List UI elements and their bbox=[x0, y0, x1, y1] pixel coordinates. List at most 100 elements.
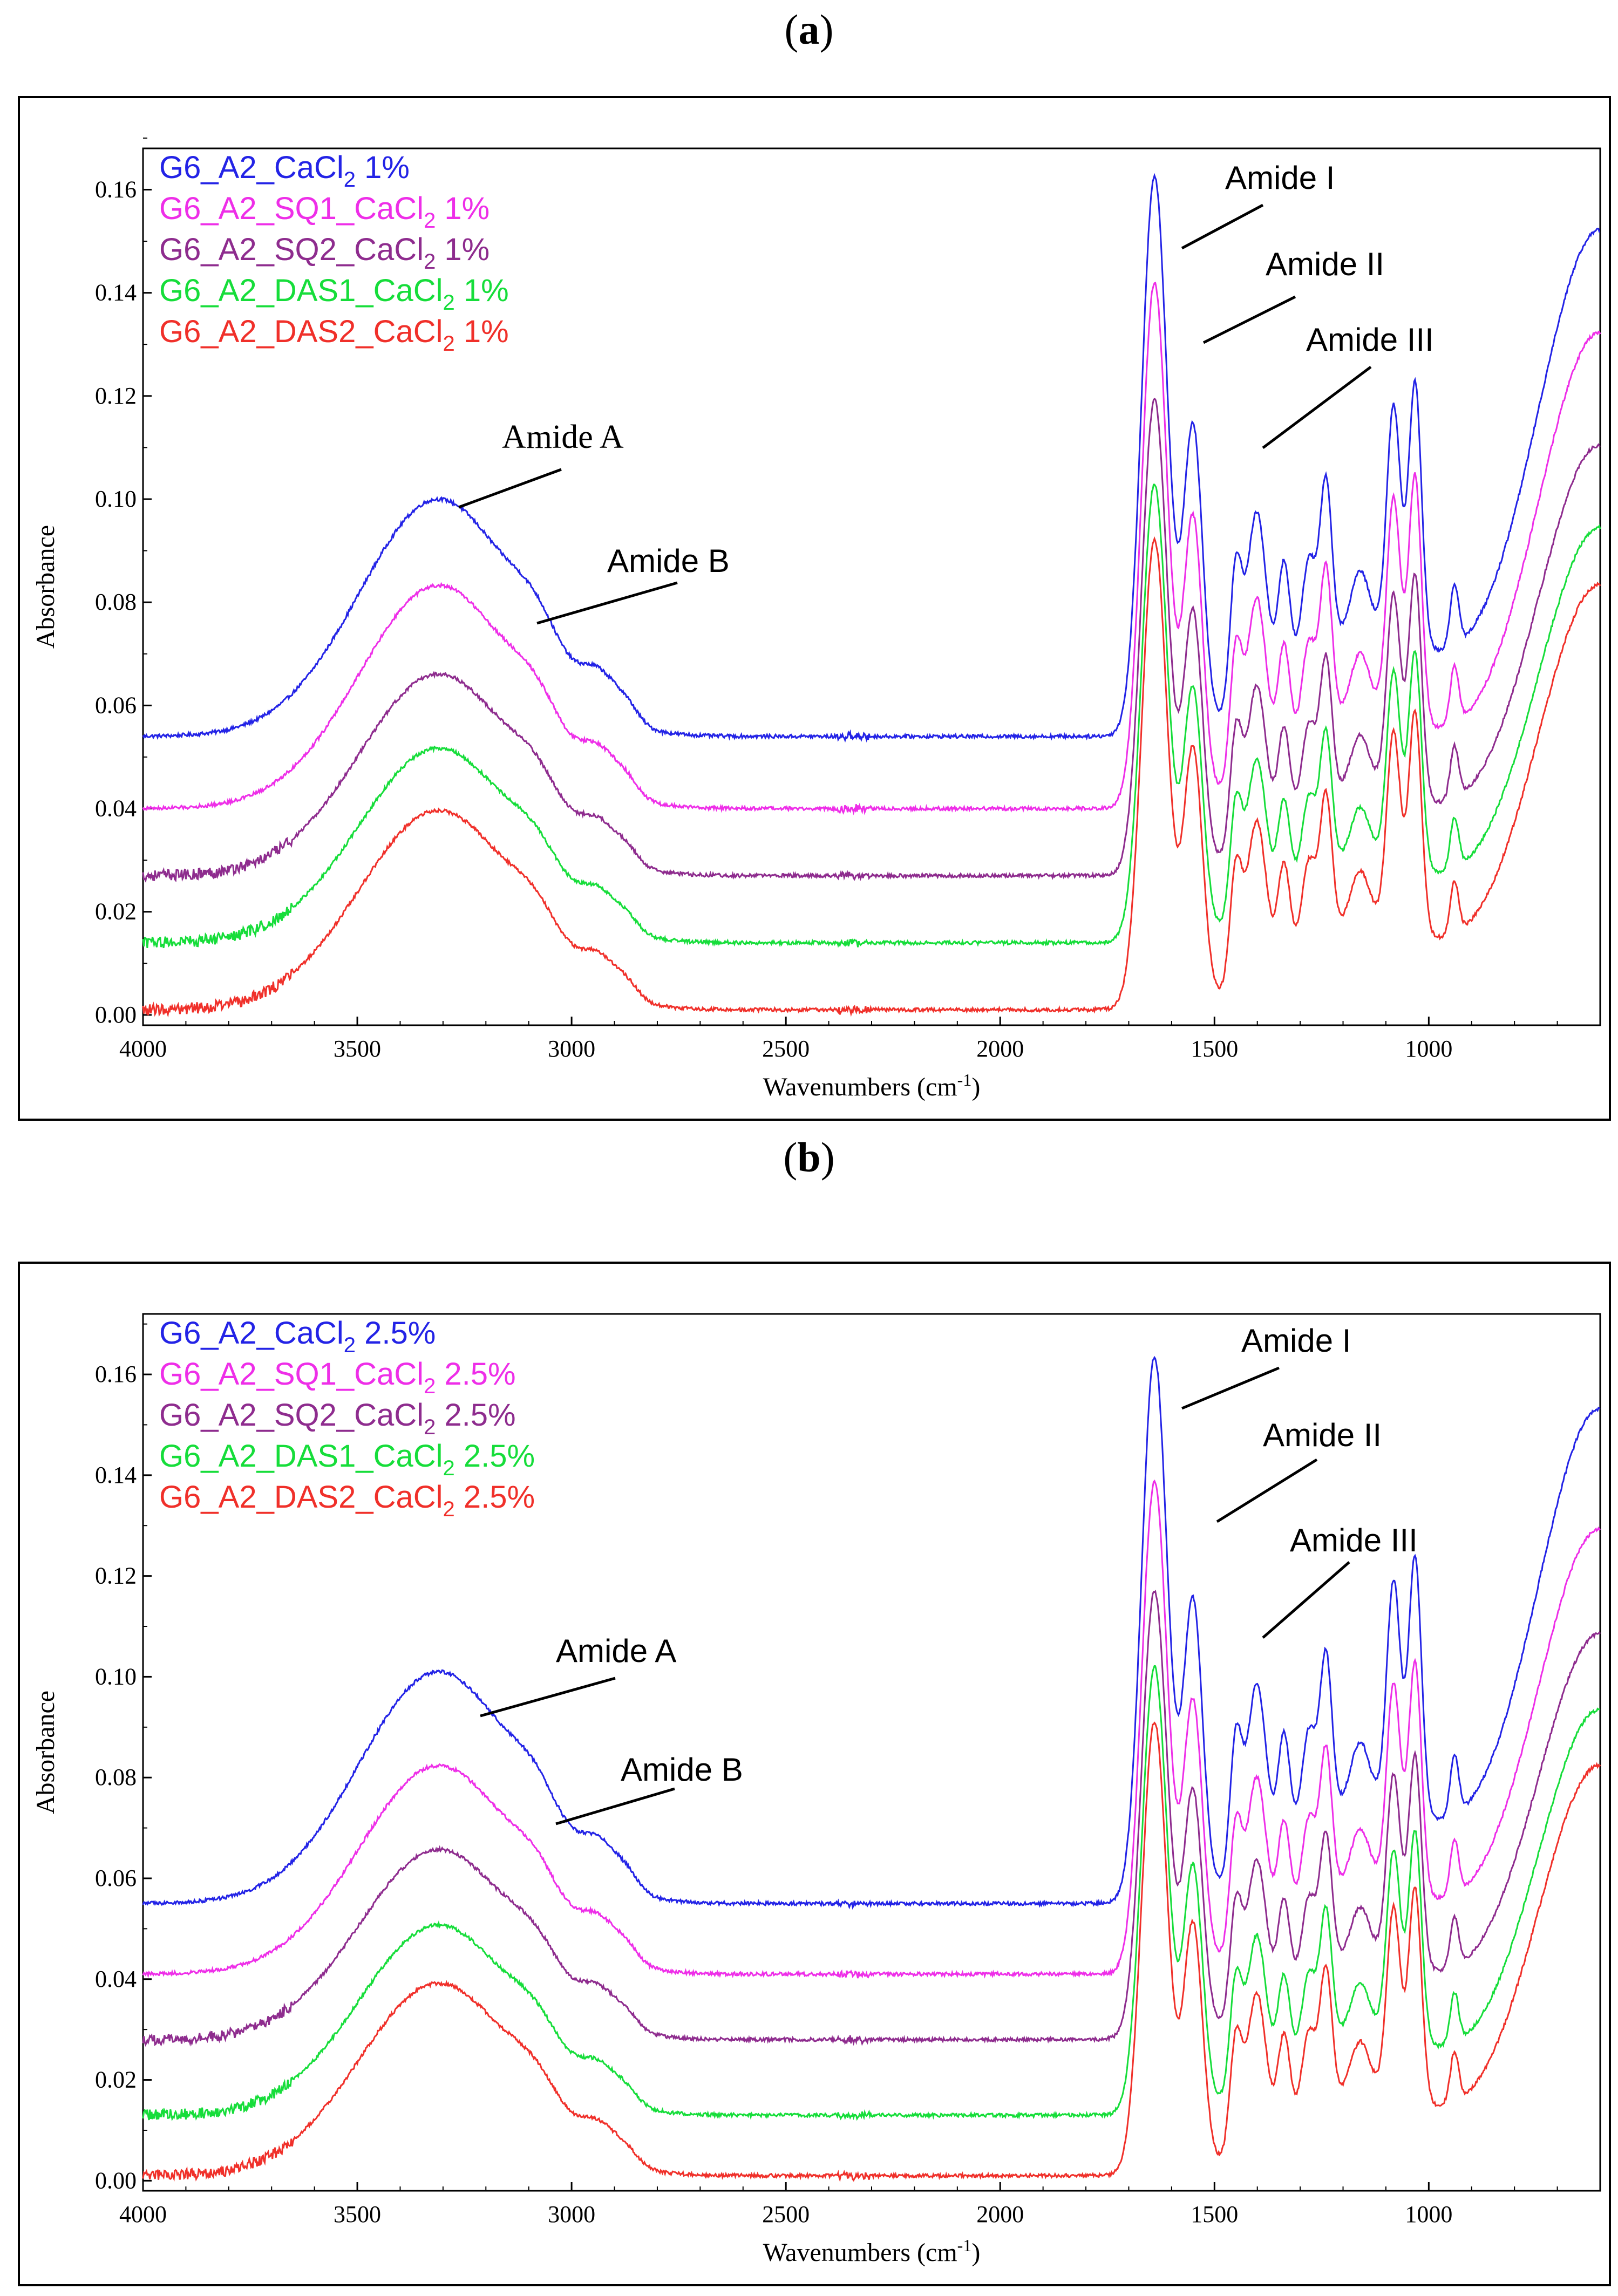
panel-letter-b: b bbox=[797, 1134, 821, 1181]
legend-label-suffix: 2.5% bbox=[455, 1480, 535, 1515]
x-axis-title: Wavenumbers (cm-1) bbox=[763, 1070, 981, 1101]
x-axis-title-sup: -1 bbox=[957, 1070, 972, 1089]
legend-label-sub: 2 bbox=[443, 1497, 455, 1521]
legend-label-suffix: 1% bbox=[455, 314, 509, 349]
y-tick-label: 0.08 bbox=[95, 1764, 137, 1790]
y-tick-label: 0.00 bbox=[95, 2167, 137, 2193]
x-tick-label: 3500 bbox=[334, 2201, 381, 2227]
legend-label-suffix: 2.5% bbox=[436, 1398, 515, 1433]
legend-label-sub: 2 bbox=[424, 1415, 436, 1439]
panel-label-b: (b) bbox=[783, 1134, 835, 1181]
x-tick-label: 1000 bbox=[1405, 2201, 1452, 2227]
legend-entry-4: G6_A2_DAS1_CaCl2 2.5% bbox=[159, 1439, 535, 1480]
legend-label-suffix: 1% bbox=[436, 232, 490, 267]
legend-label-sub: 2 bbox=[424, 209, 436, 233]
legend-label-main: G6_A2_CaCl bbox=[159, 1316, 344, 1351]
y-tick-label: 0.00 bbox=[95, 1001, 137, 1028]
spectrum-line-5 bbox=[142, 536, 1601, 1018]
x-axis-title-close: ) bbox=[971, 2238, 980, 2267]
legend-entry-5: G6_A2_DAS2_CaCl2 1% bbox=[159, 314, 509, 356]
spectrum-line-1 bbox=[142, 1355, 1601, 1910]
y-tick-label: 0.06 bbox=[95, 692, 137, 718]
panel-letter-a: a bbox=[798, 6, 820, 53]
x-tick-label: 2000 bbox=[976, 2201, 1024, 2227]
x-tick-label: 1500 bbox=[1191, 2201, 1238, 2227]
legend-label-sub: 2 bbox=[443, 332, 455, 356]
x-axis-title-sup: -1 bbox=[957, 2236, 972, 2255]
y-tick-label: 0.16 bbox=[95, 176, 137, 202]
legend-label-main: G6_A2_DAS1_CaCl bbox=[159, 273, 443, 308]
x-tick-label: 2500 bbox=[762, 2201, 810, 2227]
legend-entry-1: G6_A2_CaCl2 1% bbox=[159, 150, 410, 192]
annotation-leader-4 bbox=[1202, 295, 1296, 344]
legend-label-sub: 2 bbox=[344, 1333, 356, 1357]
legend-entry-2: G6_A2_SQ1_CaCl2 1% bbox=[159, 191, 490, 233]
legend-label-suffix: 1% bbox=[455, 273, 509, 308]
legend-label-suffix: 2.5% bbox=[356, 1316, 436, 1351]
spectrum-line-3 bbox=[142, 398, 1601, 883]
legend-label-sub: 2 bbox=[344, 168, 356, 192]
annotation-amide-iii: Amide III bbox=[1306, 322, 1434, 358]
y-tick-label: 0.10 bbox=[95, 1663, 137, 1689]
annotation-leader-4 bbox=[1216, 1458, 1318, 1523]
y-tick-label: 0.06 bbox=[95, 1865, 137, 1891]
y-tick-label: 0.14 bbox=[95, 1462, 137, 1488]
annotation-amide-a: Amide A bbox=[556, 1633, 676, 1669]
y-tick-label: 0.04 bbox=[95, 795, 137, 822]
y-tick-label: 0.08 bbox=[95, 589, 137, 615]
y-tick-label: 0.16 bbox=[95, 1361, 137, 1387]
legend-entry-2: G6_A2_SQ1_CaCl2 2.5% bbox=[159, 1357, 516, 1398]
legend-entry-3: G6_A2_SQ2_CaCl2 2.5% bbox=[159, 1398, 516, 1439]
legend-label-suffix: 2.5% bbox=[455, 1439, 535, 1474]
legend-entry-5: G6_A2_DAS2_CaCl2 2.5% bbox=[159, 1480, 535, 1521]
legend-label-main: G6_A2_SQ2_CaCl bbox=[159, 232, 424, 267]
x-tick-label: 4000 bbox=[119, 2201, 167, 2227]
spectrum-line-2 bbox=[142, 282, 1601, 815]
y-tick-label: 0.12 bbox=[95, 1563, 137, 1589]
spectrum-line-4 bbox=[142, 483, 1601, 949]
legend-label-sub: 2 bbox=[424, 1374, 436, 1398]
legend-entry-1: G6_A2_CaCl2 2.5% bbox=[159, 1316, 436, 1357]
annotation-leader-5 bbox=[1262, 366, 1372, 449]
x-tick-label: 3000 bbox=[548, 2201, 595, 2227]
panel-label-a: (a) bbox=[784, 6, 834, 53]
annotation-amide-i: Amide I bbox=[1225, 160, 1335, 196]
annotation-leader-3 bbox=[1181, 203, 1264, 250]
annotation-amide-ii: Amide II bbox=[1266, 246, 1384, 282]
legend-label-suffix: 1% bbox=[356, 150, 410, 185]
legend-label-sub: 2 bbox=[424, 250, 436, 274]
x-tick-label: 2500 bbox=[762, 1035, 810, 1062]
annotation-amide-a: Amide A bbox=[502, 419, 624, 455]
annotation-amide-b: Amide B bbox=[607, 543, 730, 579]
y-tick-label: 0.10 bbox=[95, 486, 137, 512]
legend-entry-3: G6_A2_SQ2_CaCl2 1% bbox=[159, 232, 490, 274]
legend-label-main: G6_A2_SQ1_CaCl bbox=[159, 191, 424, 226]
ftir-chart-b: 0.00 0.02 0.04 0.06 0.08 0.10 0.12 0.14 0.16 4000… bbox=[18, 1262, 1611, 2286]
spectrum-line-2 bbox=[142, 1479, 1601, 1979]
y-tick-label: 0.14 bbox=[95, 280, 137, 306]
x-axis-title-main: Wavenumbers (cm bbox=[763, 2238, 957, 2267]
legend-label-main: G6_A2_DAS1_CaCl bbox=[159, 1439, 443, 1474]
annotation-amide-i: Amide I bbox=[1241, 1323, 1351, 1359]
annotation-leader-2 bbox=[536, 581, 678, 625]
spectrum-line-4 bbox=[142, 1665, 1601, 2122]
x-axis-title-main: Wavenumbers (cm bbox=[763, 1073, 957, 1101]
legend-entry-4: G6_A2_DAS1_CaCl2 1% bbox=[159, 273, 509, 315]
y-tick-label: 0.02 bbox=[95, 898, 137, 925]
x-tick-label: 1000 bbox=[1405, 1035, 1452, 1062]
x-axis-title-close: ) bbox=[971, 1073, 980, 1101]
annotation-leader-1 bbox=[458, 468, 562, 509]
outer-frame bbox=[18, 1262, 1611, 2286]
legend-label-suffix: 1% bbox=[436, 191, 490, 226]
x-axis-title: Wavenumbers (cm-1) bbox=[763, 2236, 981, 2267]
y-axis-title: Absorbance bbox=[31, 525, 60, 649]
y-tick-label: 0.04 bbox=[95, 1966, 137, 1992]
spectrum-line-5 bbox=[142, 1721, 1601, 2183]
legend-label-main: G6_A2_SQ1_CaCl bbox=[159, 1357, 424, 1392]
annotation-amide-iii: Amide III bbox=[1290, 1522, 1418, 1558]
annotation-leader-2 bbox=[555, 1787, 675, 1825]
ftir-chart-a: 0.00 0.02 0.04 0.06 0.08 0.10 0.12 0.14 0.16 4000… bbox=[18, 96, 1611, 1121]
x-tick-label: 4000 bbox=[119, 1035, 167, 1062]
annotation-leader-3 bbox=[1181, 1366, 1280, 1410]
annotation-amide-ii: Amide II bbox=[1263, 1417, 1382, 1453]
